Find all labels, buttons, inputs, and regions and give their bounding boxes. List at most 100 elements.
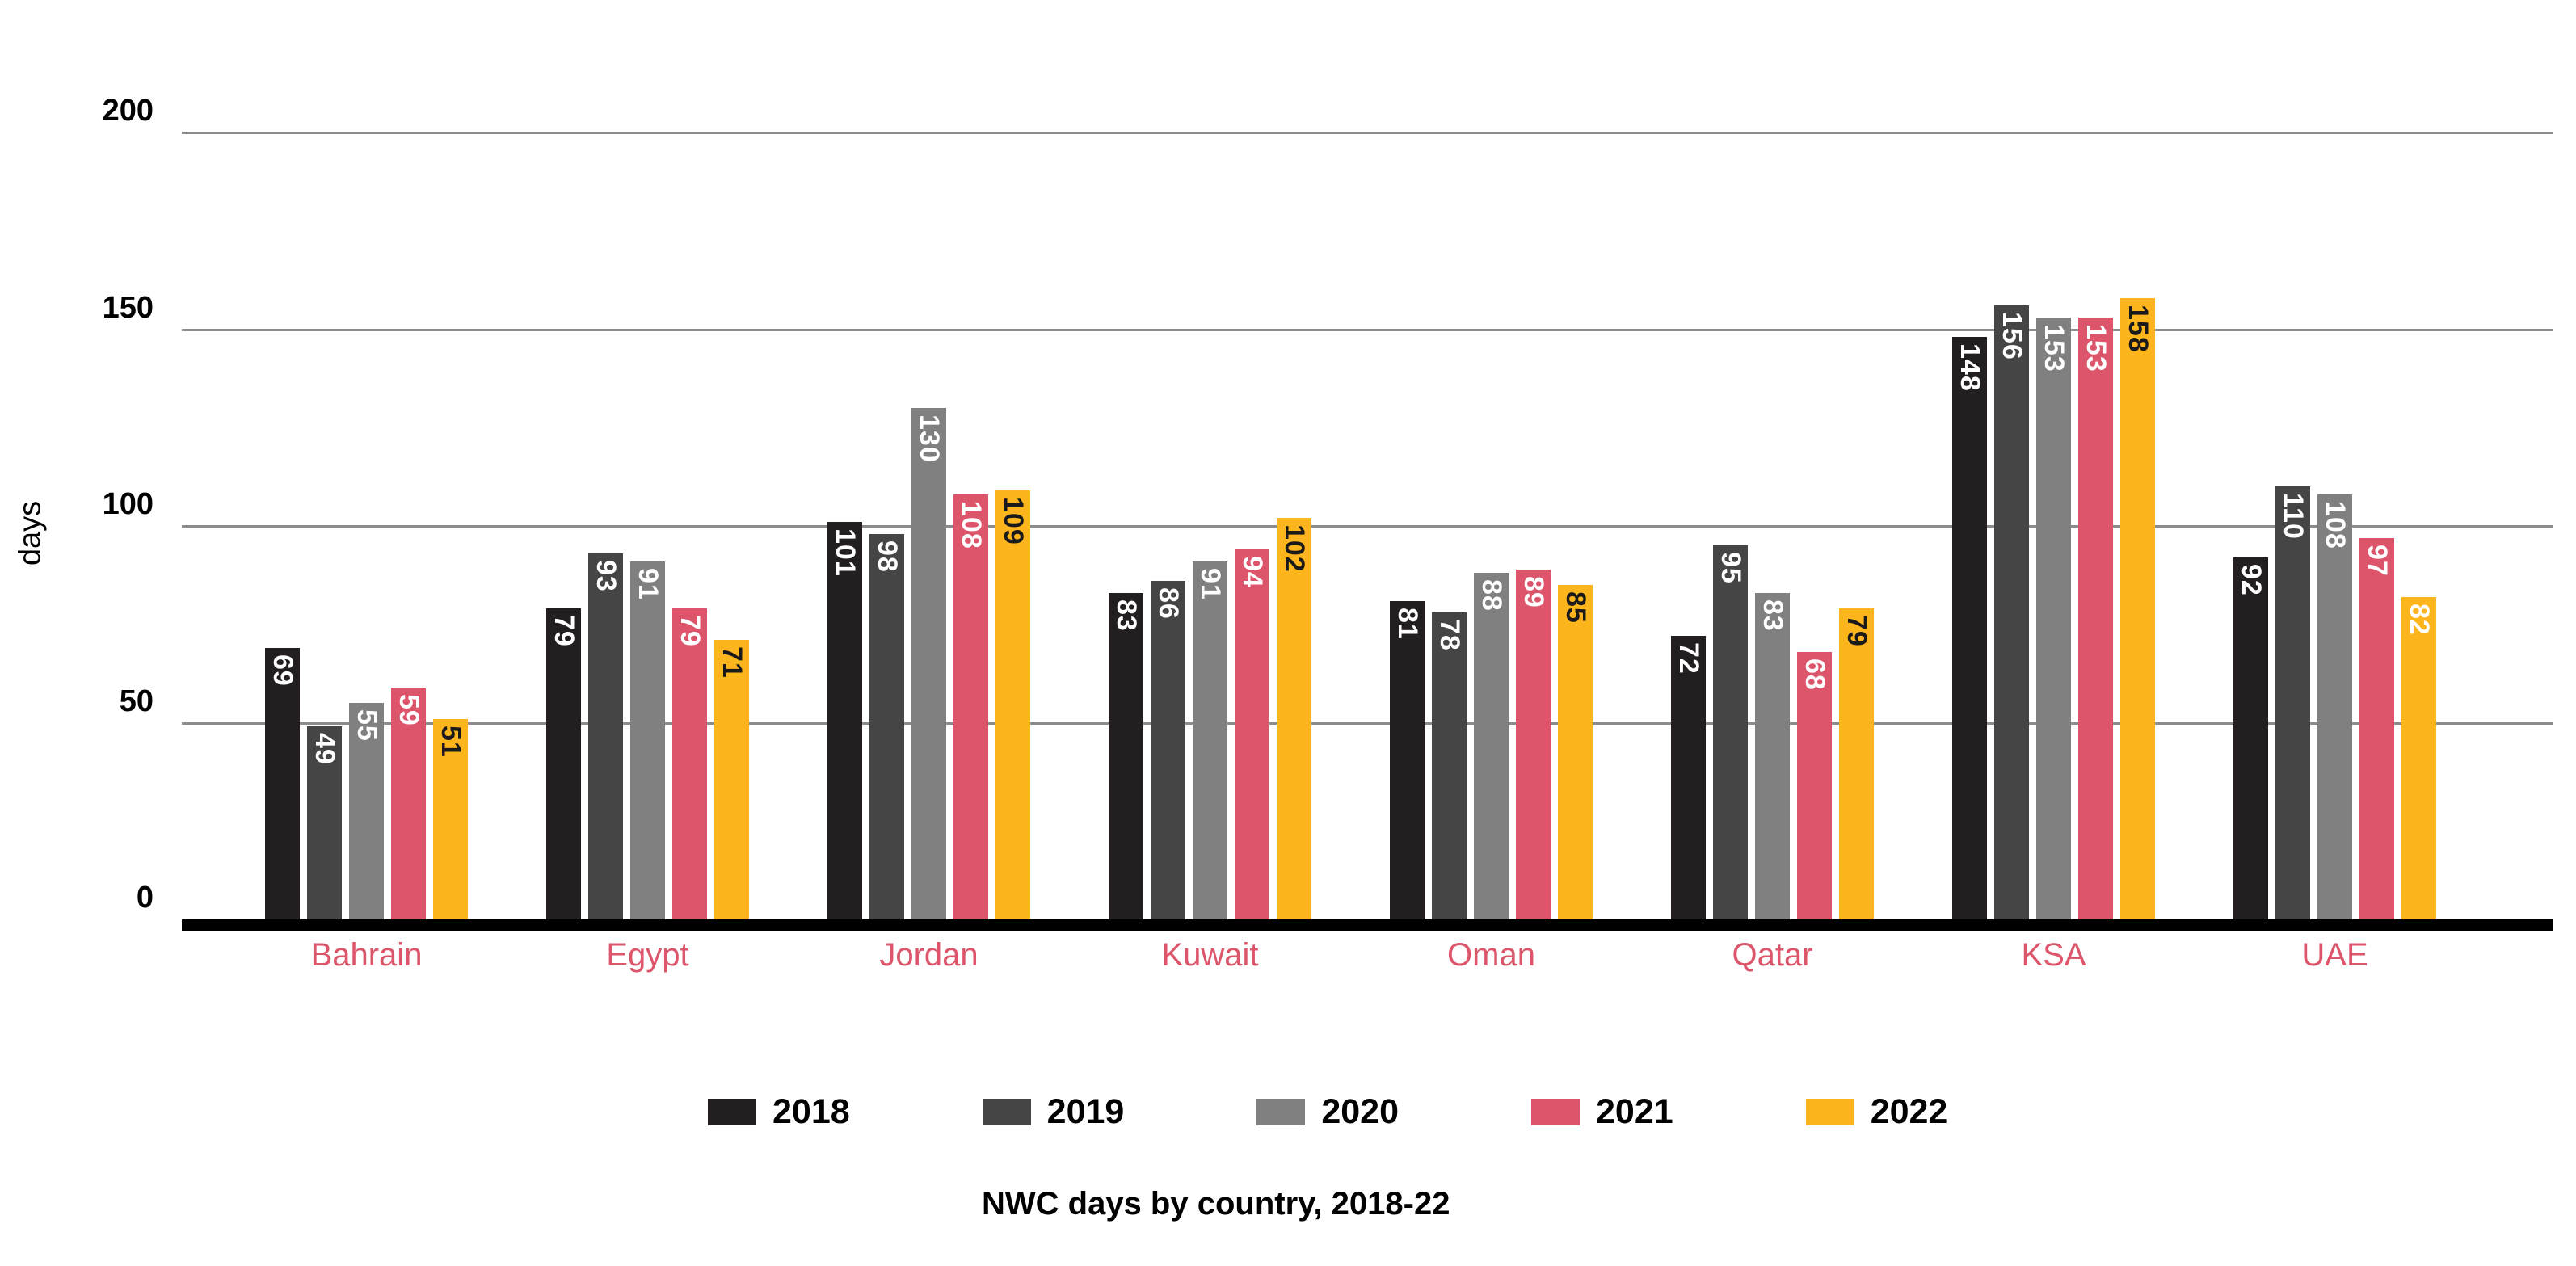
y-tick-label-50: 50 [119,683,154,718]
gridline-150 [182,328,2553,331]
bar-group-qatar: 72 95 83 68 79 [1671,132,1874,919]
bar-value-bahrain-2018: 69 [267,654,298,687]
bar-value-egypt-2022: 71 [717,646,747,679]
bar-value-bahrain-2019: 49 [309,733,340,765]
category-label-oman: Oman [1447,937,1535,973]
bar-jordan-2021: 108 [953,494,988,919]
bar-egypt-2022: 71 [714,640,749,919]
bar-group-ksa: 148 156 153 153 158 [1952,132,2155,919]
category-label-ksa: KSA [2021,937,2086,973]
bar-oman-2019: 78 [1432,612,1467,919]
bar-qatar-2022: 79 [1839,608,1874,919]
bar-value-jordan-2021: 108 [956,501,987,549]
legend-swatch-2019 [982,1099,1031,1125]
bar-value-oman-2022: 85 [1560,591,1591,624]
bar-group-jordan: 101 98 130 108 109 [827,132,1030,919]
legend-label-2022: 2022 [1870,1092,1948,1131]
bar-jordan-2020: 130 [911,408,946,919]
bar-qatar-2020: 83 [1755,593,1790,919]
bar-value-jordan-2019: 98 [872,540,903,573]
chart-caption: NWC days by country, 2018-22 [982,1186,1450,1222]
legend-item-2020: 2020 [1256,1095,1399,1129]
bar-qatar-2021: 68 [1797,652,1832,919]
legend-swatch-2021 [1531,1099,1581,1125]
bar-value-oman-2018: 81 [1392,608,1423,640]
bar-uae-2018: 92 [2233,557,2268,919]
bar-group-kuwait: 83 86 91 94 102 [1109,132,1311,919]
bar-value-ksa-2022: 158 [2123,305,2153,353]
bar-kuwait-2022: 102 [1277,518,1311,919]
bar-value-jordan-2022: 109 [998,497,1029,545]
y-tick-label-100: 100 [102,487,154,521]
bar-group-oman: 81 78 88 89 85 [1390,132,1593,919]
bar-bahrain-2022: 51 [433,719,468,919]
bar-value-ksa-2021: 153 [2081,324,2111,372]
bar-value-oman-2021: 89 [1518,576,1549,608]
bar-jordan-2022: 109 [995,490,1030,919]
bar-value-egypt-2018: 79 [549,615,579,647]
bar-group-bahrain: 69 49 55 59 51 [265,132,468,919]
bar-value-bahrain-2022: 51 [436,726,466,758]
legend-swatch-2022 [1805,1099,1854,1125]
bar-egypt-2020: 91 [630,561,665,919]
bar-value-kuwait-2019: 86 [1153,587,1184,620]
category-label-bahrain: Bahrain [310,937,423,973]
bar-value-uae-2021: 97 [2362,545,2393,577]
category-label-kuwait: Kuwait [1161,937,1259,973]
gridline-100 [182,525,2553,528]
bar-group-egypt: 79 93 91 79 71 [546,132,749,919]
legend: 2018 2019 2020 2021 2022 [708,1095,1947,1129]
bar-bahrain-2020: 55 [349,703,384,919]
bar-value-jordan-2018: 101 [830,528,861,577]
bar-bahrain-2021: 59 [391,688,426,919]
bar-value-jordan-2020: 130 [914,414,945,463]
bar-value-ksa-2020: 153 [2039,324,2069,372]
bar-value-qatar-2019: 95 [1715,552,1746,584]
bar-value-ksa-2018: 148 [1955,343,1985,392]
bar-value-kuwait-2022: 102 [1279,524,1310,573]
bar-ksa-2021: 153 [2078,318,2113,919]
bar-oman-2020: 88 [1474,573,1509,919]
bar-kuwait-2019: 86 [1151,581,1185,919]
legend-swatch-2018 [708,1099,756,1125]
bar-qatar-2018: 72 [1671,636,1706,919]
bar-value-qatar-2020: 83 [1757,599,1788,632]
category-label-jordan: Jordan [879,937,979,973]
legend-swatch-2020 [1256,1099,1306,1125]
bar-value-egypt-2020: 91 [633,568,663,600]
category-label-qatar: Qatar [1732,937,1813,973]
bar-oman-2018: 81 [1390,601,1425,919]
legend-item-2018: 2018 [708,1095,850,1129]
legend-item-2021: 2021 [1531,1095,1673,1129]
bar-value-oman-2020: 88 [1476,579,1507,612]
bar-value-qatar-2021: 68 [1799,658,1830,691]
bar-value-uae-2019: 110 [2278,493,2309,540]
gridline-50 [182,721,2553,725]
bar-uae-2019: 110 [2275,486,2310,919]
bar-egypt-2021: 79 [672,608,707,919]
bar-value-kuwait-2020: 91 [1195,568,1226,600]
legend-label-2020: 2020 [1321,1092,1400,1131]
bar-bahrain-2019: 49 [307,726,342,919]
bar-oman-2021: 89 [1516,570,1551,919]
legend-item-2019: 2019 [982,1095,1124,1129]
bar-value-bahrain-2021: 59 [394,694,424,726]
legend-label-2018: 2018 [772,1092,850,1131]
bar-ksa-2018: 148 [1952,337,1987,919]
bar-kuwait-2020: 91 [1193,561,1227,919]
bar-bahrain-2018: 69 [265,648,300,919]
bar-group-uae: 92 110 108 97 82 [2233,132,2436,919]
bar-value-ksa-2019: 156 [1997,312,2027,360]
y-tick-label-0: 0 [136,881,154,915]
bar-egypt-2019: 93 [588,553,623,919]
bar-value-uae-2020: 108 [2320,501,2351,549]
bar-value-uae-2022: 82 [2404,604,2435,636]
gridline-200 [182,132,2553,134]
bar-jordan-2018: 101 [827,522,862,919]
plot-area: 69 49 55 59 51 79 93 91 79 71 101 98 130 108 109 83 86 91… [182,132,2553,919]
bar-uae-2020: 108 [2317,494,2352,919]
bar-ksa-2022: 158 [2120,298,2155,919]
y-tick-label-150: 150 [102,290,154,325]
bar-oman-2022: 85 [1558,585,1593,919]
